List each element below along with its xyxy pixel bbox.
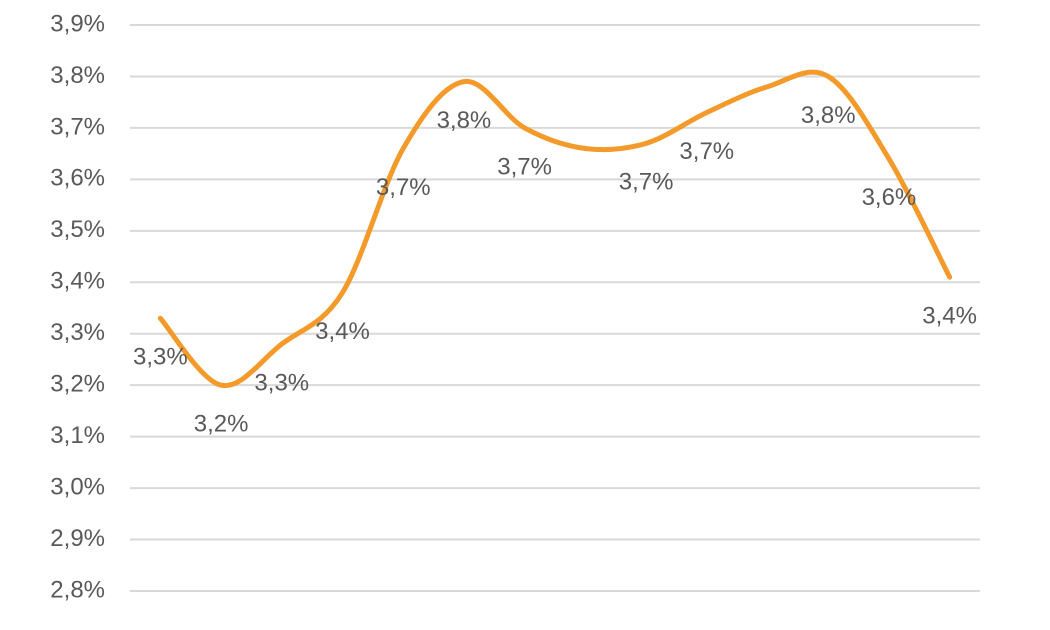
data-label: 3,7% [376,174,431,201]
data-label: 3,4% [922,302,977,329]
y-tick-label: 3,2% [50,371,105,398]
y-tick-label: 2,8% [50,576,105,603]
y-tick-label: 3,1% [50,422,105,449]
y-tick-label: 3,0% [50,473,105,500]
data-label: 3,3% [133,344,188,371]
data-label: 3,2% [194,411,249,438]
data-label: 3,6% [862,184,917,211]
y-tick-label: 3,5% [50,216,105,243]
line [157,69,953,388]
y-tick-label: 3,8% [50,62,105,89]
data-label: 3,7% [497,153,552,180]
data-label: 3,7% [679,138,734,165]
y-tick-label: 2,9% [50,525,105,552]
data-label: 3,8% [437,107,492,134]
y-tick-label: 3,3% [50,319,105,346]
y-tick-label: 3,9% [50,10,105,37]
y-tick-label: 3,6% [50,165,105,192]
data-label: 3,8% [801,102,856,129]
data-label: 3,7% [619,169,674,196]
y-tick-label: 3,7% [50,113,105,140]
data-label: 3,3% [254,369,309,396]
data-label: 3,4% [315,318,370,345]
y-tick-label: 3,4% [50,268,105,295]
